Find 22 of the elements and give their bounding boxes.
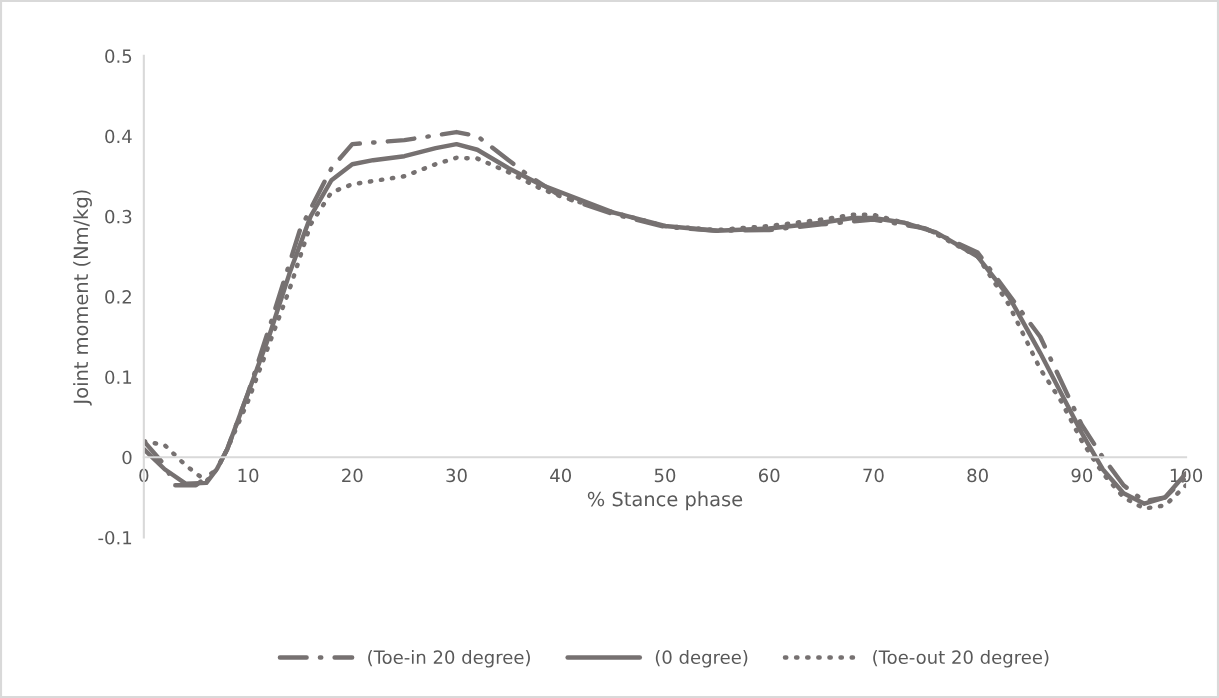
x-tick-label: 70 bbox=[863, 468, 884, 483]
y-tick-label: 0.3 bbox=[105, 209, 132, 224]
y-tick-label: 0.4 bbox=[105, 129, 132, 144]
x-tick-label: 80 bbox=[967, 468, 988, 483]
x-tick-label: 10 bbox=[238, 468, 259, 483]
x-axis-title: % Stance phase bbox=[587, 491, 743, 511]
y-tick-label: 0.2 bbox=[105, 290, 131, 304]
x-tick-label: 0 bbox=[139, 468, 149, 483]
legend-label: (0 degree) bbox=[655, 650, 748, 668]
y-tick-label: -0.1 bbox=[98, 530, 132, 545]
x-tick-label: 60 bbox=[758, 468, 780, 483]
y-tick-label: 0.1 bbox=[105, 370, 132, 385]
legend-label: (Toe-out 20 degree) bbox=[873, 650, 1049, 668]
legend-label: (Toe-in 20 degree) bbox=[368, 650, 530, 668]
x-tick-label: 50 bbox=[654, 468, 676, 483]
x-tick-label: 20 bbox=[342, 468, 363, 483]
y-tick-label: 0.5 bbox=[105, 49, 132, 63]
y-tick-label: 0 bbox=[122, 450, 132, 465]
x-tick-label: 40 bbox=[550, 468, 572, 483]
x-tick-label: 30 bbox=[446, 468, 467, 483]
x-tick-label: 90 bbox=[1071, 468, 1093, 483]
y-axis-title: Joint moment (Nm/kg) bbox=[73, 190, 92, 406]
